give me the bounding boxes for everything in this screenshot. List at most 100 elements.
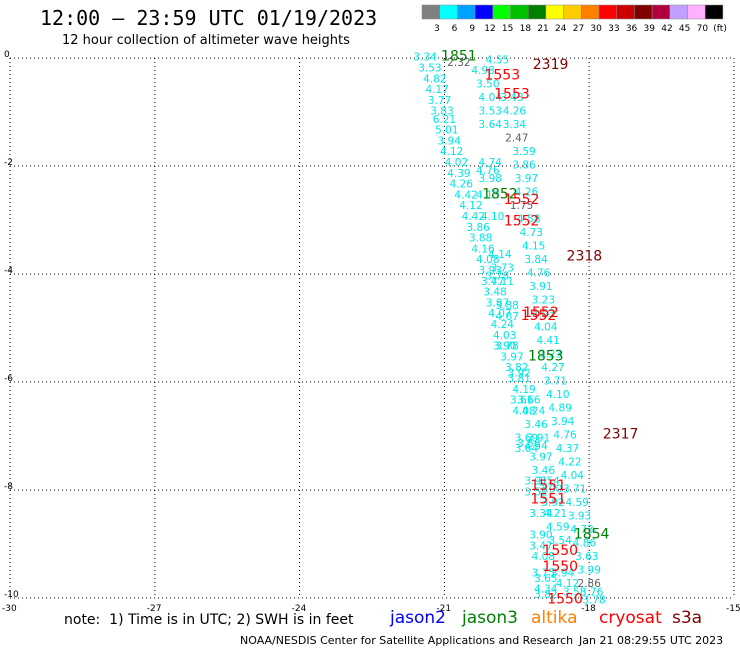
wave-height-point: 3.93 xyxy=(568,511,591,523)
wave-height-point: 4.12 xyxy=(459,200,482,212)
wave-height-point: 3.53 xyxy=(479,106,502,118)
x-tick-label: -18 xyxy=(581,604,596,614)
scale-label: 24 xyxy=(555,24,567,34)
wave-height-point: 3.93 xyxy=(479,265,502,277)
wave-height-point: 4.59 xyxy=(546,522,569,534)
scale-label: 18 xyxy=(520,24,532,34)
wave-height-point: 4.39 xyxy=(447,168,470,180)
wave-height-point: 4.42 xyxy=(462,211,485,223)
wave-height-point: 3.84 xyxy=(524,254,548,266)
wave-height-point: 4.27 xyxy=(541,362,564,374)
footer-timestamp: Jan 21 08:29:55 UTC 2023 xyxy=(579,634,724,647)
wave-height-point: 3.64 xyxy=(479,119,503,131)
wave-height-point: 4.76 xyxy=(476,165,500,177)
y-tick-label: -8 xyxy=(4,482,13,492)
scale-label: 12 xyxy=(484,24,495,34)
x-tick-label: -15 xyxy=(726,604,740,614)
wave-height-point: 4.54 xyxy=(524,441,548,453)
pass-time-label: 2319 xyxy=(533,57,569,73)
wave-height-point: 3.75 xyxy=(532,567,555,579)
wave-height-point: 3.69 xyxy=(515,432,538,444)
scale-label: 39 xyxy=(644,24,656,34)
wave-height-point: 3.94 xyxy=(551,416,575,428)
wave-height-point: 3.86 xyxy=(512,160,536,172)
wave-height-point: 4.98 xyxy=(471,65,494,77)
wave-height-point: 4.12 xyxy=(440,146,463,158)
scale-label: 33 xyxy=(608,24,619,34)
wave-height-point: 3.94 xyxy=(438,135,462,147)
wave-height-point: 4.10 xyxy=(481,211,504,223)
wave-height-point: 3.23 xyxy=(532,295,555,307)
wave-height-point: 3.46 xyxy=(532,465,556,477)
pass-time-label: 2317 xyxy=(603,427,639,443)
wave-height-point: 3.71 xyxy=(563,484,586,496)
pass-time-label: 1551 xyxy=(530,492,566,508)
wave-height-point: 3.97 xyxy=(500,351,523,363)
scale-label: 21 xyxy=(537,24,548,34)
wave-height-point: 4.07 xyxy=(488,308,511,320)
wave-height-point: 3.94 xyxy=(551,567,575,579)
wave-height-point: 4.24 xyxy=(522,405,546,417)
wave-height-point: 3.34 xyxy=(413,52,437,64)
scale-label: 30 xyxy=(590,24,602,34)
wave-height-point: 4.55 xyxy=(486,54,509,66)
wave-height-point: 3.90 xyxy=(493,341,516,353)
wave-height-point: 3.76 xyxy=(580,586,604,598)
legend-s3a: s3a xyxy=(672,608,703,628)
wave-height-point: 4.04 xyxy=(561,470,585,482)
wave-height-point: 3.23 xyxy=(539,349,562,361)
wave-height-point: 4.08 xyxy=(512,405,535,417)
wave-height-point: 3.34 xyxy=(503,119,527,131)
wave-height-point: 3.91 xyxy=(527,432,550,444)
wave-height-point: 3.34 xyxy=(529,508,553,520)
wave-height-point: 3.77 xyxy=(428,95,451,107)
wave-height-point: 4.19 xyxy=(512,384,535,396)
wave-height-point: 4.17 xyxy=(425,84,448,96)
wave-height-point: 3.87 xyxy=(486,297,509,309)
wave-height-point: 4.03 xyxy=(493,330,516,342)
wave-height-point: 3.50 xyxy=(476,79,499,91)
scale-label: 27 xyxy=(573,24,584,34)
scale-label: 70 xyxy=(697,24,709,34)
wave-height-point: 3.97 xyxy=(515,173,538,185)
color-scale-legend: 3 6 9 12 15 18 21 24 27 30 33 36 39 42 45 70 (ft) xyxy=(421,4,727,34)
scale-label: 36 xyxy=(626,24,638,34)
wave-height-point: 3.92 xyxy=(508,368,531,380)
wave-height-point: 3.91 xyxy=(524,476,547,488)
wave-height-point: 4.24 xyxy=(491,319,515,331)
wave-height-point: 3.59 xyxy=(512,146,535,158)
scale-label: 42 xyxy=(661,24,672,34)
wave-height-point: 4.58 xyxy=(517,214,540,226)
wave-height-point: 4.34 xyxy=(534,584,558,596)
wave-height-point: 3.66 xyxy=(517,395,541,407)
wave-height-point: 3.65 xyxy=(534,573,557,585)
wave-height-point: 4.73 xyxy=(570,524,593,536)
wave-height-point: 3.54 xyxy=(536,476,560,488)
x-tick-label: -24 xyxy=(292,604,307,614)
wave-height-point: 3.54 xyxy=(549,535,573,547)
wave-height-point: 4.22 xyxy=(558,457,581,469)
page-title: 12:00 – 23:59 UTC 01/19/2023 xyxy=(40,6,378,30)
wave-height-point: 3.83 xyxy=(430,106,453,118)
pass-time-label: 1550 xyxy=(547,591,583,607)
wave-height-point: 3.73 xyxy=(491,262,514,274)
wave-height-point: 3.78 xyxy=(495,341,518,353)
y-tick-label: -2 xyxy=(4,158,13,168)
wave-height-point: 4.11 xyxy=(491,276,514,288)
wave-height-point: 2.86 xyxy=(578,578,602,590)
legend-jason3: jason3 xyxy=(462,608,518,628)
wave-height-point: 3.53 xyxy=(418,63,441,75)
wave-height-point: 3.90 xyxy=(529,530,552,542)
wave-height-point: 4.12 xyxy=(556,578,579,590)
pass-time-label: 1851 xyxy=(441,49,477,65)
scale-label: 9 xyxy=(469,24,475,34)
wave-height-point: 4.13 xyxy=(476,189,499,201)
wave-height-point: 4.26 xyxy=(450,179,474,191)
wave-height-point: 4.82 xyxy=(423,73,446,85)
x-tick-label: -21 xyxy=(436,604,451,614)
scale-label: 3 xyxy=(434,24,440,34)
scale-label: 15 xyxy=(502,24,513,34)
pass-time-label: 1552 xyxy=(521,308,557,324)
wave-height-point: 4.08 xyxy=(532,551,555,563)
